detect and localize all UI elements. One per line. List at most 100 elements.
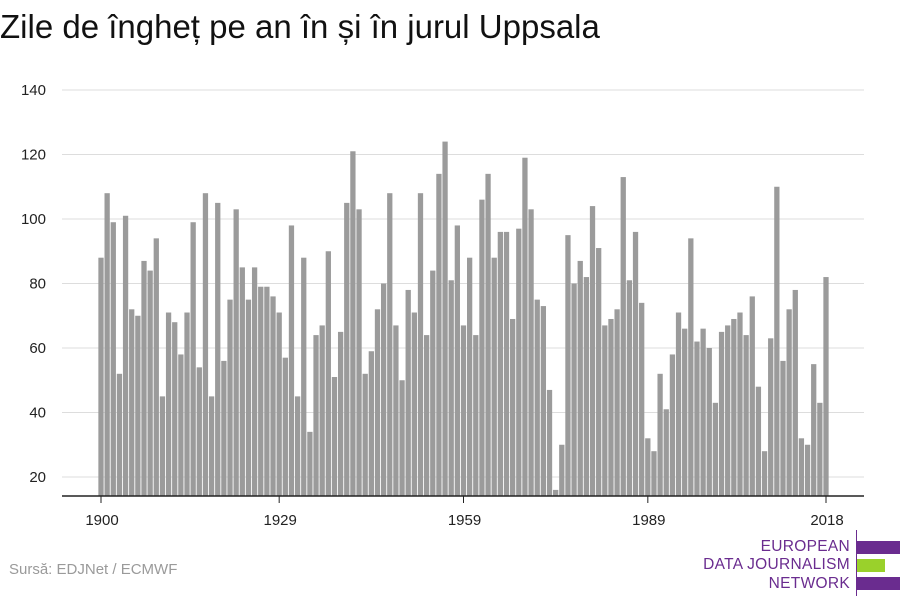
bar-1972 (540, 306, 547, 496)
bar-1947 (387, 193, 393, 496)
bar-1996 (688, 238, 694, 496)
bar-2014 (798, 438, 805, 496)
bar-1926 (258, 286, 264, 496)
bar-1929 (276, 312, 282, 496)
bar-1941 (350, 151, 356, 496)
logo-line-3: NETWORK (768, 575, 850, 592)
x-tick-label: 1900 (85, 512, 118, 529)
bar-1930 (282, 357, 288, 496)
bar-1914 (184, 312, 190, 496)
bar-1918 (208, 396, 215, 497)
bar-2012 (786, 309, 792, 496)
bar-1994 (675, 312, 682, 496)
bar-1975 (559, 444, 565, 496)
bar-1962 (479, 199, 485, 496)
bar-1979 (583, 277, 590, 496)
bar-2015 (804, 444, 811, 496)
bar-1989 (645, 438, 651, 496)
edjnet-logo[interactable]: EUROPEAN DATA JOURNALISM NETWORK (660, 530, 900, 596)
logo-bar-purple-top (857, 541, 900, 554)
bar-1942 (356, 209, 362, 496)
bar-2018 (823, 277, 829, 496)
bar-1986 (626, 280, 633, 496)
bar-1924 (245, 299, 252, 497)
logo-bar-purple-bottom (857, 577, 900, 590)
bar-1991 (657, 373, 663, 496)
bar-1950 (405, 289, 411, 496)
bar-1993 (669, 354, 676, 496)
bar-1940 (344, 202, 350, 497)
bar-1943 (362, 373, 368, 496)
logo-bar-green (857, 559, 885, 572)
bar-1998 (700, 328, 706, 496)
x-tick-label: 1959 (448, 512, 481, 529)
bar-1909 (153, 238, 159, 496)
bar-1960 (467, 257, 473, 496)
bar-1934 (307, 431, 313, 496)
bar-1966 (503, 231, 510, 496)
bar-1977 (571, 283, 577, 496)
bar-1978 (577, 260, 583, 496)
bar-1954 (430, 270, 436, 496)
y-tick-label: 20 (29, 469, 46, 486)
bar-1974 (553, 489, 559, 496)
bar-1971 (534, 299, 540, 497)
bar-1967 (510, 318, 516, 496)
logo-line-2: DATA JOURNALISM (703, 556, 850, 573)
bar-1935 (313, 335, 319, 496)
bar-1919 (215, 202, 221, 497)
bar-1916 (196, 367, 202, 496)
bar-1906 (135, 315, 141, 496)
bar-1951 (411, 312, 417, 496)
bar-1963 (485, 173, 491, 496)
bar-1908 (147, 270, 153, 496)
bar-1946 (380, 283, 387, 496)
bar-1956 (442, 141, 448, 496)
bar-1973 (546, 389, 553, 496)
bar-1981 (596, 248, 602, 496)
source-note: Sursă: EDJNet / ECMWF (9, 561, 178, 578)
bar-1928 (270, 296, 276, 496)
bar-1904 (122, 215, 129, 496)
bar-1997 (694, 341, 700, 496)
bar-1901 (104, 193, 110, 496)
bar-1900 (98, 257, 104, 496)
bar-1921 (227, 299, 233, 497)
bar-2010 (774, 186, 780, 496)
bar-2004 (737, 312, 743, 496)
y-tick-label: 100 (21, 211, 46, 228)
y-tick-label: 80 (29, 276, 46, 293)
bar-2013 (792, 289, 798, 496)
logo-divider (856, 530, 857, 596)
y-tick-label: 40 (29, 405, 46, 422)
bar-2000 (712, 402, 719, 496)
x-tick-label: 1989 (632, 512, 665, 529)
x-tick-label: 2018 (810, 512, 843, 529)
bar-1992 (663, 409, 669, 496)
bars (98, 141, 829, 497)
bar-1910 (159, 396, 166, 497)
y-tick-label: 120 (21, 147, 46, 164)
bar-1976 (565, 235, 571, 497)
bar-1980 (589, 206, 596, 496)
bar-2009 (768, 338, 774, 496)
bar-1965 (497, 231, 503, 496)
bar-1922 (233, 209, 239, 496)
bar-1911 (165, 312, 172, 496)
bar-1912 (172, 322, 178, 496)
bar-1985 (620, 177, 626, 496)
bar-2016 (811, 364, 817, 497)
bar-2006 (749, 296, 755, 496)
bar-1990 (651, 451, 657, 496)
bar-1945 (374, 309, 381, 496)
bar-2002 (725, 325, 731, 496)
bar-1984 (614, 309, 620, 496)
bar-1937 (325, 251, 331, 496)
bar-1983 (608, 318, 614, 496)
y-tick-label: 60 (29, 340, 46, 357)
bar-1903 (116, 373, 123, 496)
bar-1923 (239, 267, 245, 497)
bar-1995 (682, 328, 688, 496)
bar-2005 (743, 335, 749, 496)
